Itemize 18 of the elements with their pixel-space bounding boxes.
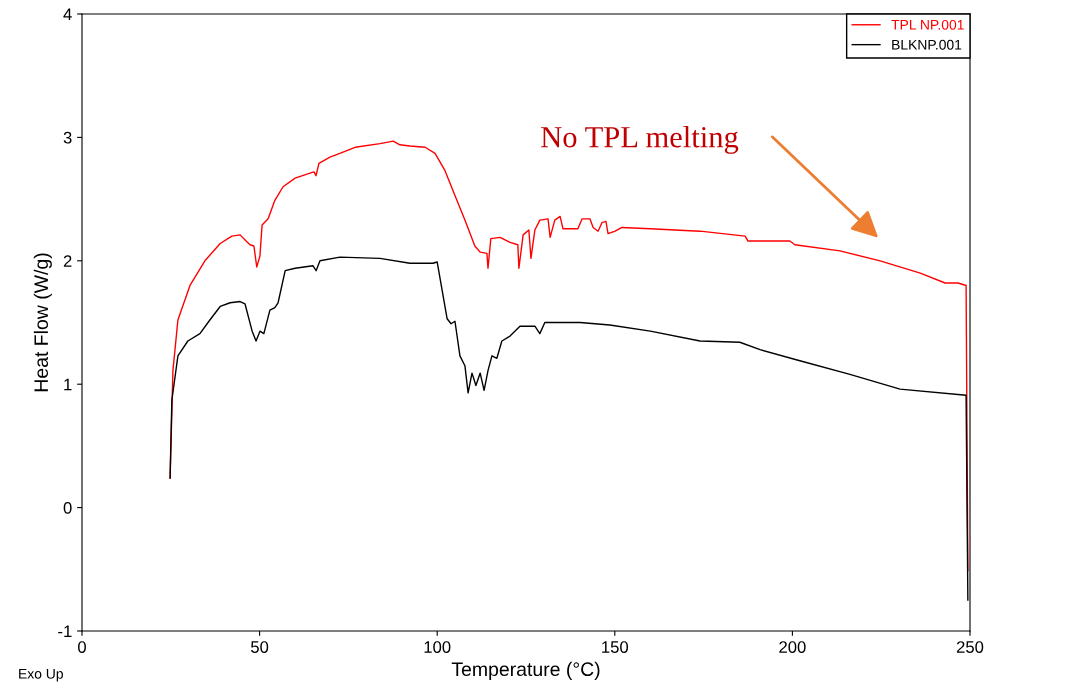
x-tick-label: 200 — [779, 641, 806, 653]
legend-label: TPL NP.001 — [891, 19, 964, 30]
y-tick-label: 1 — [64, 378, 72, 391]
x-tick-label: 100 — [424, 641, 451, 653]
text: Exo Up — [19, 669, 63, 682]
y-tick-label: 0 — [63, 502, 72, 514]
legend-label: BLKNP.001 — [892, 39, 962, 50]
y-tick-label: 3 — [63, 131, 72, 144]
y-tick-label: 4 — [63, 8, 72, 21]
annotation: No TPL melting — [541, 125, 739, 154]
x-axis-title: Temperature (°C) — [451, 661, 600, 680]
y-tick-label: 2 — [63, 255, 72, 267]
y-axis-title: Heat Flow (W/g) — [33, 253, 52, 392]
x-tick-label: 150 — [602, 641, 629, 653]
x-tick-label: 250 — [956, 641, 984, 653]
x-tick-label: 50 — [251, 641, 269, 653]
x-tick-label: 0 — [78, 641, 86, 653]
y-tick-label: -1 — [58, 625, 72, 638]
